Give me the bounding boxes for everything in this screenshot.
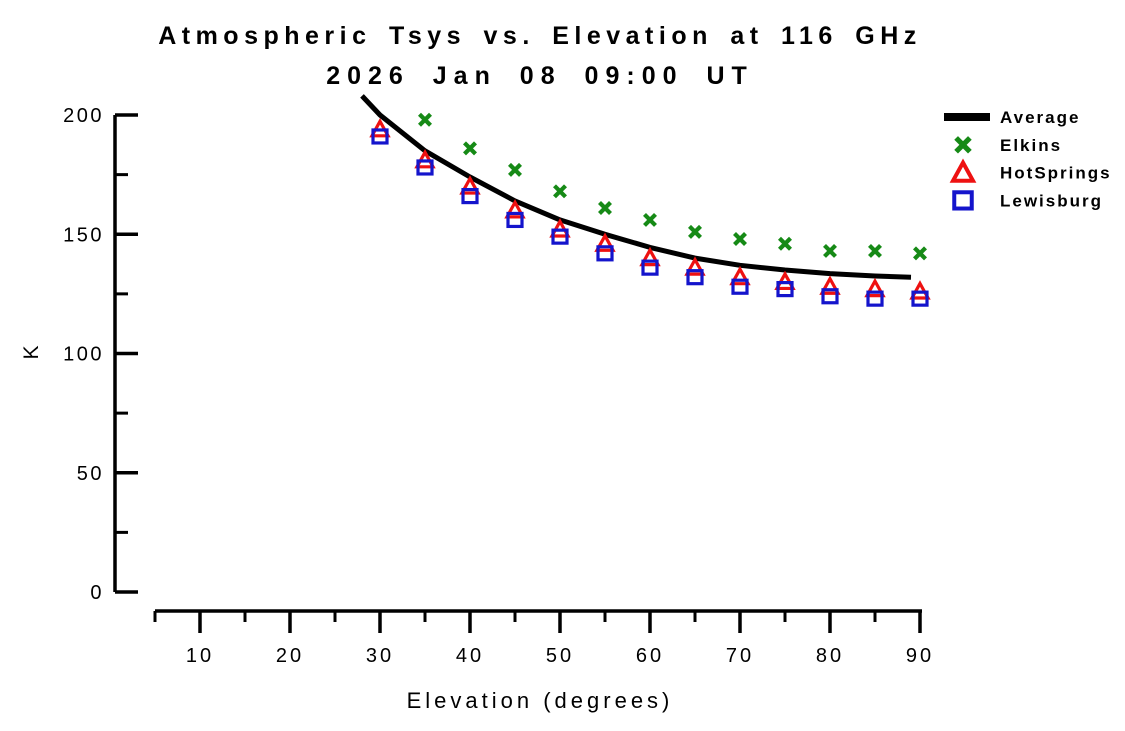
hotsprings-marker bbox=[639, 246, 661, 267]
y-axis-label: K bbox=[20, 342, 43, 360]
lewisburg-marker bbox=[641, 259, 659, 276]
lewisburg-marker bbox=[416, 159, 434, 176]
lewisburg-marker bbox=[461, 187, 479, 205]
y-tick-label: 200 bbox=[63, 105, 104, 127]
hotsprings-marker bbox=[864, 277, 886, 298]
lewisburg-marker bbox=[821, 288, 839, 305]
lewisburg-marker bbox=[506, 211, 524, 229]
elkins-marker bbox=[868, 243, 882, 258]
elkins-marker bbox=[508, 162, 522, 177]
lewisburg-marker bbox=[686, 269, 704, 286]
elkins-marker bbox=[823, 243, 837, 258]
y-tick-label: 100 bbox=[63, 344, 104, 366]
x-tick-label: 10 bbox=[186, 645, 214, 667]
y-tick-label: 50 bbox=[77, 463, 104, 485]
elkins-marker bbox=[733, 232, 747, 247]
legend-swatch-average bbox=[944, 113, 990, 121]
hotsprings-marker bbox=[684, 256, 706, 276]
elkins-marker bbox=[598, 201, 612, 215]
lewisburg-marker bbox=[911, 290, 929, 307]
legend-label-elkins: Elkins bbox=[1000, 136, 1062, 155]
lewisburg-marker bbox=[866, 290, 884, 307]
legend-marker-hotsprings bbox=[949, 158, 977, 183]
legend-label-hotsprings: HotSprings bbox=[1000, 164, 1112, 183]
hotsprings-marker bbox=[504, 199, 526, 219]
x-tick-label: 90 bbox=[906, 645, 934, 667]
x-tick-label: 50 bbox=[546, 645, 574, 667]
elkins-marker bbox=[463, 141, 477, 156]
lewisburg-marker bbox=[596, 245, 614, 262]
elkins-marker bbox=[553, 184, 567, 199]
x-tick-label: 60 bbox=[636, 645, 664, 667]
elkins-marker bbox=[688, 224, 702, 239]
legend-marker-elkins bbox=[954, 136, 972, 154]
elkins-marker bbox=[643, 212, 657, 227]
x-tick-label: 30 bbox=[366, 645, 394, 667]
x-tick-label: 70 bbox=[726, 645, 754, 667]
hotsprings-marker bbox=[729, 265, 751, 286]
elkins-marker bbox=[913, 246, 927, 261]
hotsprings-marker bbox=[819, 275, 841, 295]
x-tick-label: 80 bbox=[816, 645, 844, 667]
elkins-marker bbox=[778, 236, 792, 251]
average-curve bbox=[360, 94, 912, 280]
hotsprings-marker bbox=[459, 175, 481, 195]
legend-label-average: Average bbox=[1000, 108, 1080, 127]
lewisburg-marker bbox=[551, 228, 569, 245]
x-tick-label: 40 bbox=[456, 645, 484, 667]
lewisburg-marker bbox=[371, 128, 389, 145]
x-tick-label: 20 bbox=[276, 645, 304, 667]
lewisburg-marker bbox=[731, 278, 749, 295]
x-axis-label: Elevation (degrees) bbox=[406, 688, 674, 713]
chart-subtitle: 2026 Jan 08 09:00 UT bbox=[326, 62, 754, 90]
chart-title: Atmospheric Tsys vs. Elevation at 116 GH… bbox=[158, 22, 922, 50]
lewisburg-marker bbox=[776, 281, 794, 298]
hotsprings-marker bbox=[594, 232, 616, 252]
legend-marker-lewisburg bbox=[952, 190, 974, 211]
legend-label-lewisburg: Lewisburg bbox=[1000, 191, 1103, 210]
elkins-marker bbox=[418, 112, 432, 127]
y-tick-label: 150 bbox=[63, 224, 104, 246]
y-tick-label: 0 bbox=[90, 582, 104, 604]
